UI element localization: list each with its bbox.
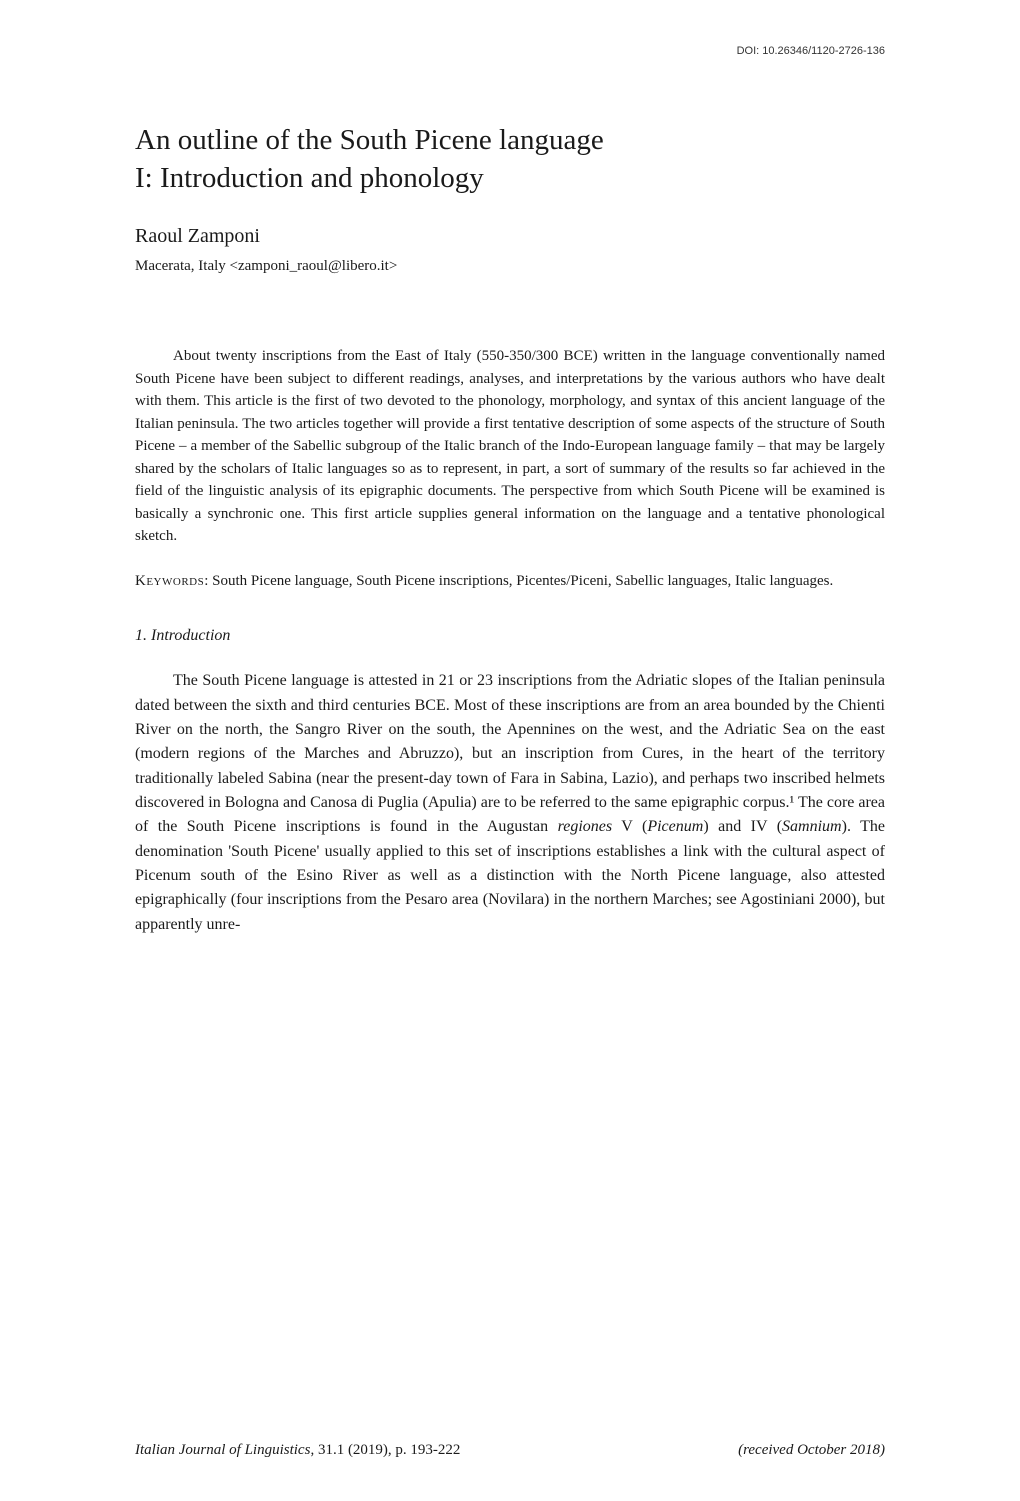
section-number: 1. — [135, 627, 147, 644]
journal-name: Italian Journal of Linguistics — [135, 1442, 310, 1458]
received-date: (received October 2018) — [738, 1442, 885, 1459]
author-name: Raoul Zamponi — [135, 225, 885, 248]
issue-info: , 31.1 (2019), p. 193-222 — [310, 1442, 460, 1458]
abstract-paragraph: About twenty inscriptions from the East … — [135, 345, 885, 548]
page-footer: Italian Journal of Linguistics, 31.1 (20… — [135, 1442, 885, 1459]
body-text-d: ). The denomination 'South Picene' usual… — [135, 818, 885, 932]
title-line-1: An outline of the South Picene language — [135, 124, 604, 156]
body-text-b: V ( — [612, 818, 647, 835]
italic-regiones: regiones — [558, 818, 613, 835]
italic-samnium: Samnium — [782, 818, 842, 835]
section-title: Introduction — [151, 627, 230, 644]
section-heading: 1. Introduction — [135, 627, 885, 645]
body-text-c: ) and IV ( — [703, 818, 782, 835]
doi-text: DOI: 10.26346/1120-2726-136 — [737, 45, 885, 57]
article-title: An outline of the South Picene language … — [135, 122, 885, 197]
keywords-label: Keywords — [135, 573, 204, 589]
keywords-block: Keywords: South Picene language, South P… — [135, 570, 885, 593]
title-line-2: I: Introduction and phonology — [135, 162, 484, 194]
keywords-text: : South Picene language, South Picene in… — [204, 573, 833, 589]
italic-picenum: Picenum — [647, 818, 703, 835]
author-affiliation: Macerata, Italy <zamponi_raoul@libero.it… — [135, 258, 885, 275]
footer-left: Italian Journal of Linguistics, 31.1 (20… — [135, 1442, 460, 1459]
body-paragraph-1: The South Picene language is attested in… — [135, 669, 885, 936]
body-text-a: The South Picene language is attested in… — [135, 672, 885, 835]
